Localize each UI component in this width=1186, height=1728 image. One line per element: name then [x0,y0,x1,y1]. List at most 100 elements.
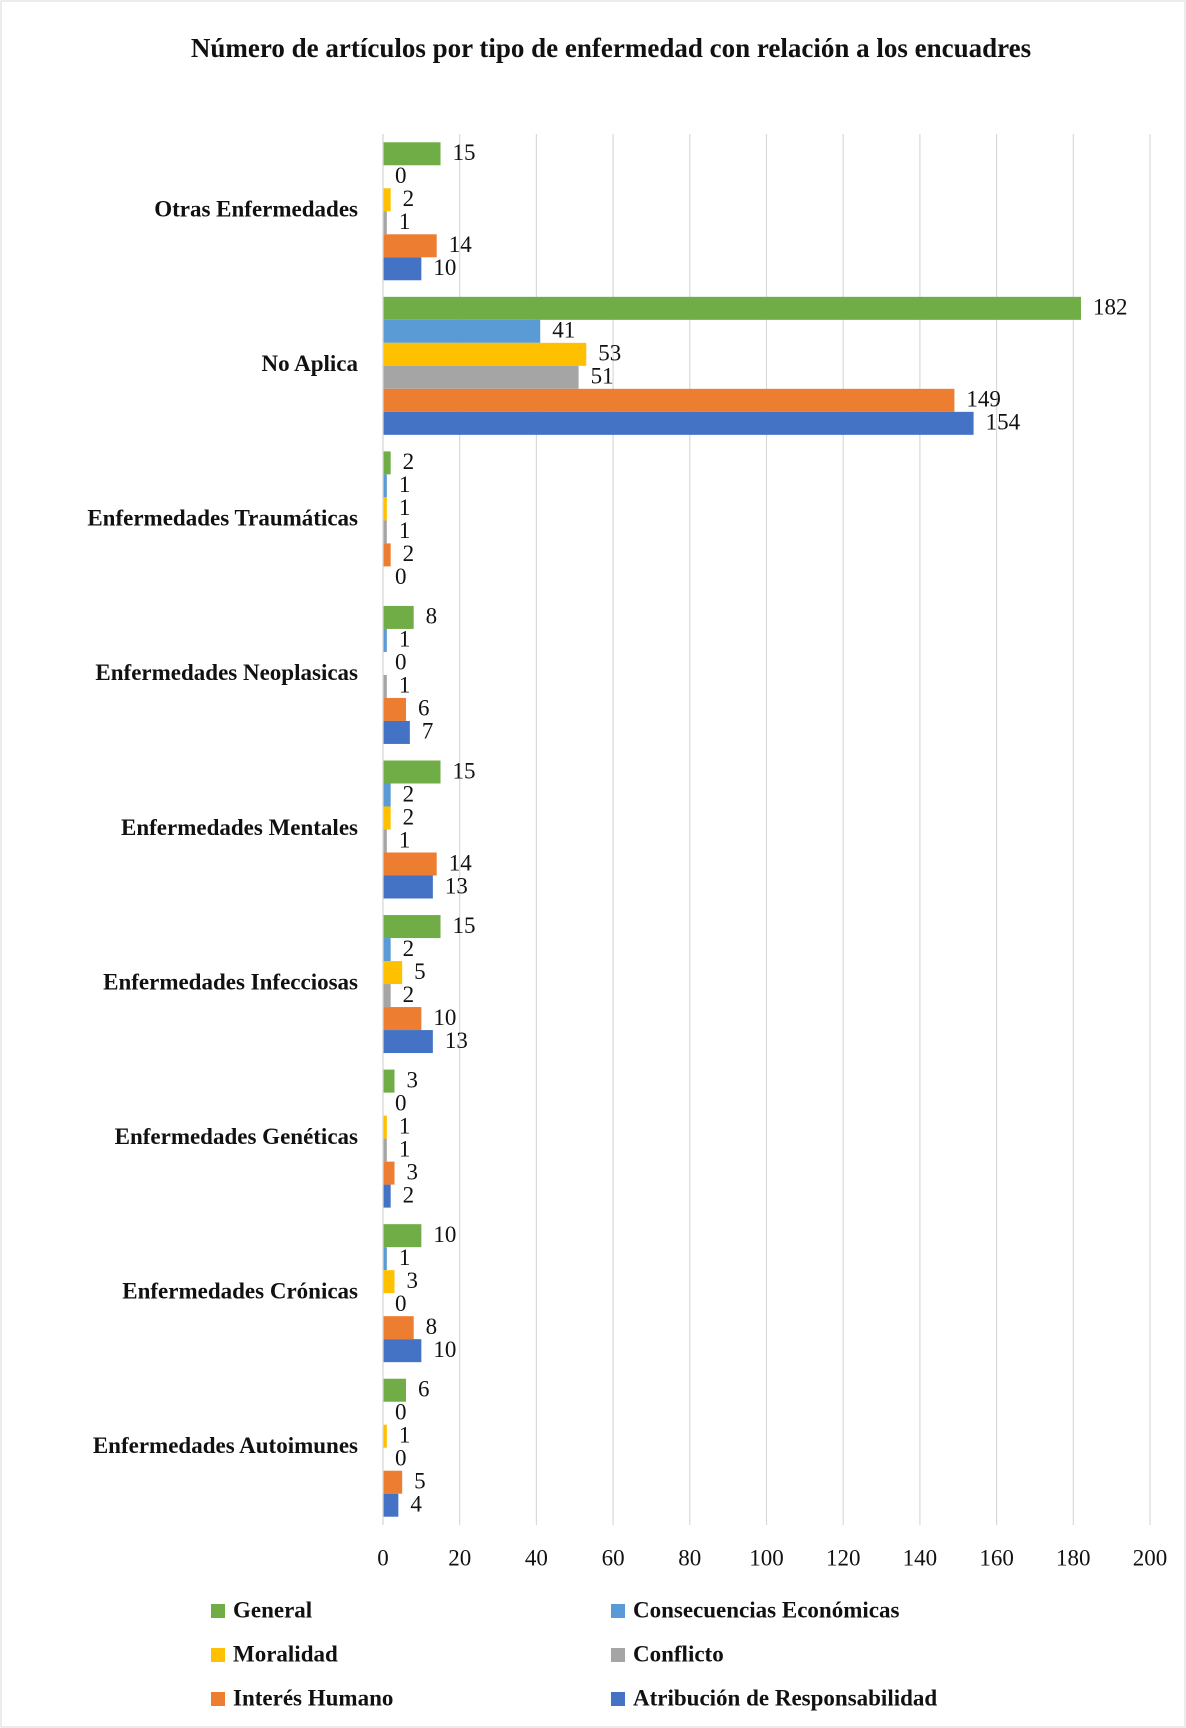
data-label: 2 [403,781,415,806]
data-label: 0 [395,564,407,589]
bar [383,961,403,985]
bar [383,296,1081,320]
bar [383,783,391,807]
data-label: 1 [399,1113,411,1138]
bar [383,411,974,435]
bar [383,628,387,652]
legend-label: Conflicto [633,1641,724,1666]
data-label: 41 [552,318,575,343]
data-label: 182 [1093,295,1128,320]
data-label: 0 [395,1446,407,1471]
data-label: 1 [399,673,411,698]
bar [383,211,387,235]
x-tick-label: 0 [377,1545,389,1570]
y-tick-label: Enfermedades Traumáticas [87,506,358,531]
bar [383,520,387,544]
bar [383,451,391,475]
data-label: 8 [426,604,438,629]
bar [383,852,437,876]
bar [383,543,391,567]
bar [383,697,407,721]
y-tick-label: Otras Enfermedades [154,197,358,222]
data-label: 15 [453,140,476,165]
data-label: 8 [426,1314,438,1339]
bar [383,938,391,962]
data-label: 3 [407,1268,419,1293]
data-label: 0 [395,650,407,675]
x-tick-label: 40 [525,1545,548,1570]
bar [383,1030,433,1054]
x-tick-label: 200 [1133,1545,1168,1570]
bar [383,1470,403,1494]
y-tick-label: Enfermedades Autoimunes [93,1433,358,1458]
data-label: 53 [598,341,621,366]
data-label: 2 [403,804,415,829]
bar [383,1115,387,1139]
bar [383,984,391,1008]
legend-label: Consecuencias Económicas [633,1597,899,1622]
data-label: 10 [433,1337,456,1362]
bar [383,720,410,744]
data-label: 13 [445,1028,468,1053]
legend-swatch [211,1692,225,1706]
bar [383,234,437,258]
bar [383,474,387,498]
bar [383,1007,422,1031]
legend-swatch [611,1648,625,1662]
bar [383,806,391,830]
chart-title: Número de artículos por tipo de enfermed… [190,33,1032,63]
bar [383,1424,387,1448]
data-label: 2 [403,982,415,1007]
data-label: 0 [395,163,407,188]
bar [383,1270,395,1294]
data-label: 6 [418,1377,430,1402]
legend-swatch [611,1692,625,1706]
data-label: 2 [403,541,415,566]
data-label: 10 [433,1005,456,1030]
data-label: 5 [414,959,426,984]
bar [383,342,587,366]
x-tick-label: 140 [903,1545,938,1570]
data-label: 1 [399,518,411,543]
bar [383,188,391,212]
data-label: 0 [395,1400,407,1425]
legend-label: Interés Humano [233,1685,393,1710]
data-label: 3 [407,1159,419,1184]
y-tick-label: Enfermedades Genéticas [115,1124,358,1149]
y-tick-label: Enfermedades Neoplasicas [95,660,358,685]
data-label: 13 [445,873,468,898]
data-label: 1 [399,827,411,852]
bar [383,1184,391,1208]
data-label: 149 [966,387,1001,412]
bar [383,1224,422,1248]
x-tick-label: 60 [602,1545,625,1570]
x-tick-label: 20 [448,1545,471,1570]
data-label: 1 [399,627,411,652]
data-label: 1 [399,495,411,520]
legend-swatch [211,1604,225,1618]
data-label: 15 [453,758,476,783]
data-label: 1 [399,1136,411,1161]
bar [383,915,441,939]
bar [383,1316,414,1340]
data-label: 14 [449,232,473,257]
bar [383,1247,387,1271]
bar [383,1138,387,1162]
bar [383,388,955,412]
data-label: 5 [414,1469,426,1494]
data-label: 154 [986,410,1021,435]
bar [383,142,441,166]
bar [383,497,387,521]
legend-label: General [233,1597,312,1622]
bar [383,674,387,698]
bar [383,875,433,899]
data-label: 2 [403,1182,415,1207]
data-label: 0 [395,1090,407,1115]
data-label: 51 [591,364,614,389]
bar [383,1378,407,1402]
x-tick-label: 120 [826,1545,861,1570]
data-label: 3 [407,1067,419,1092]
